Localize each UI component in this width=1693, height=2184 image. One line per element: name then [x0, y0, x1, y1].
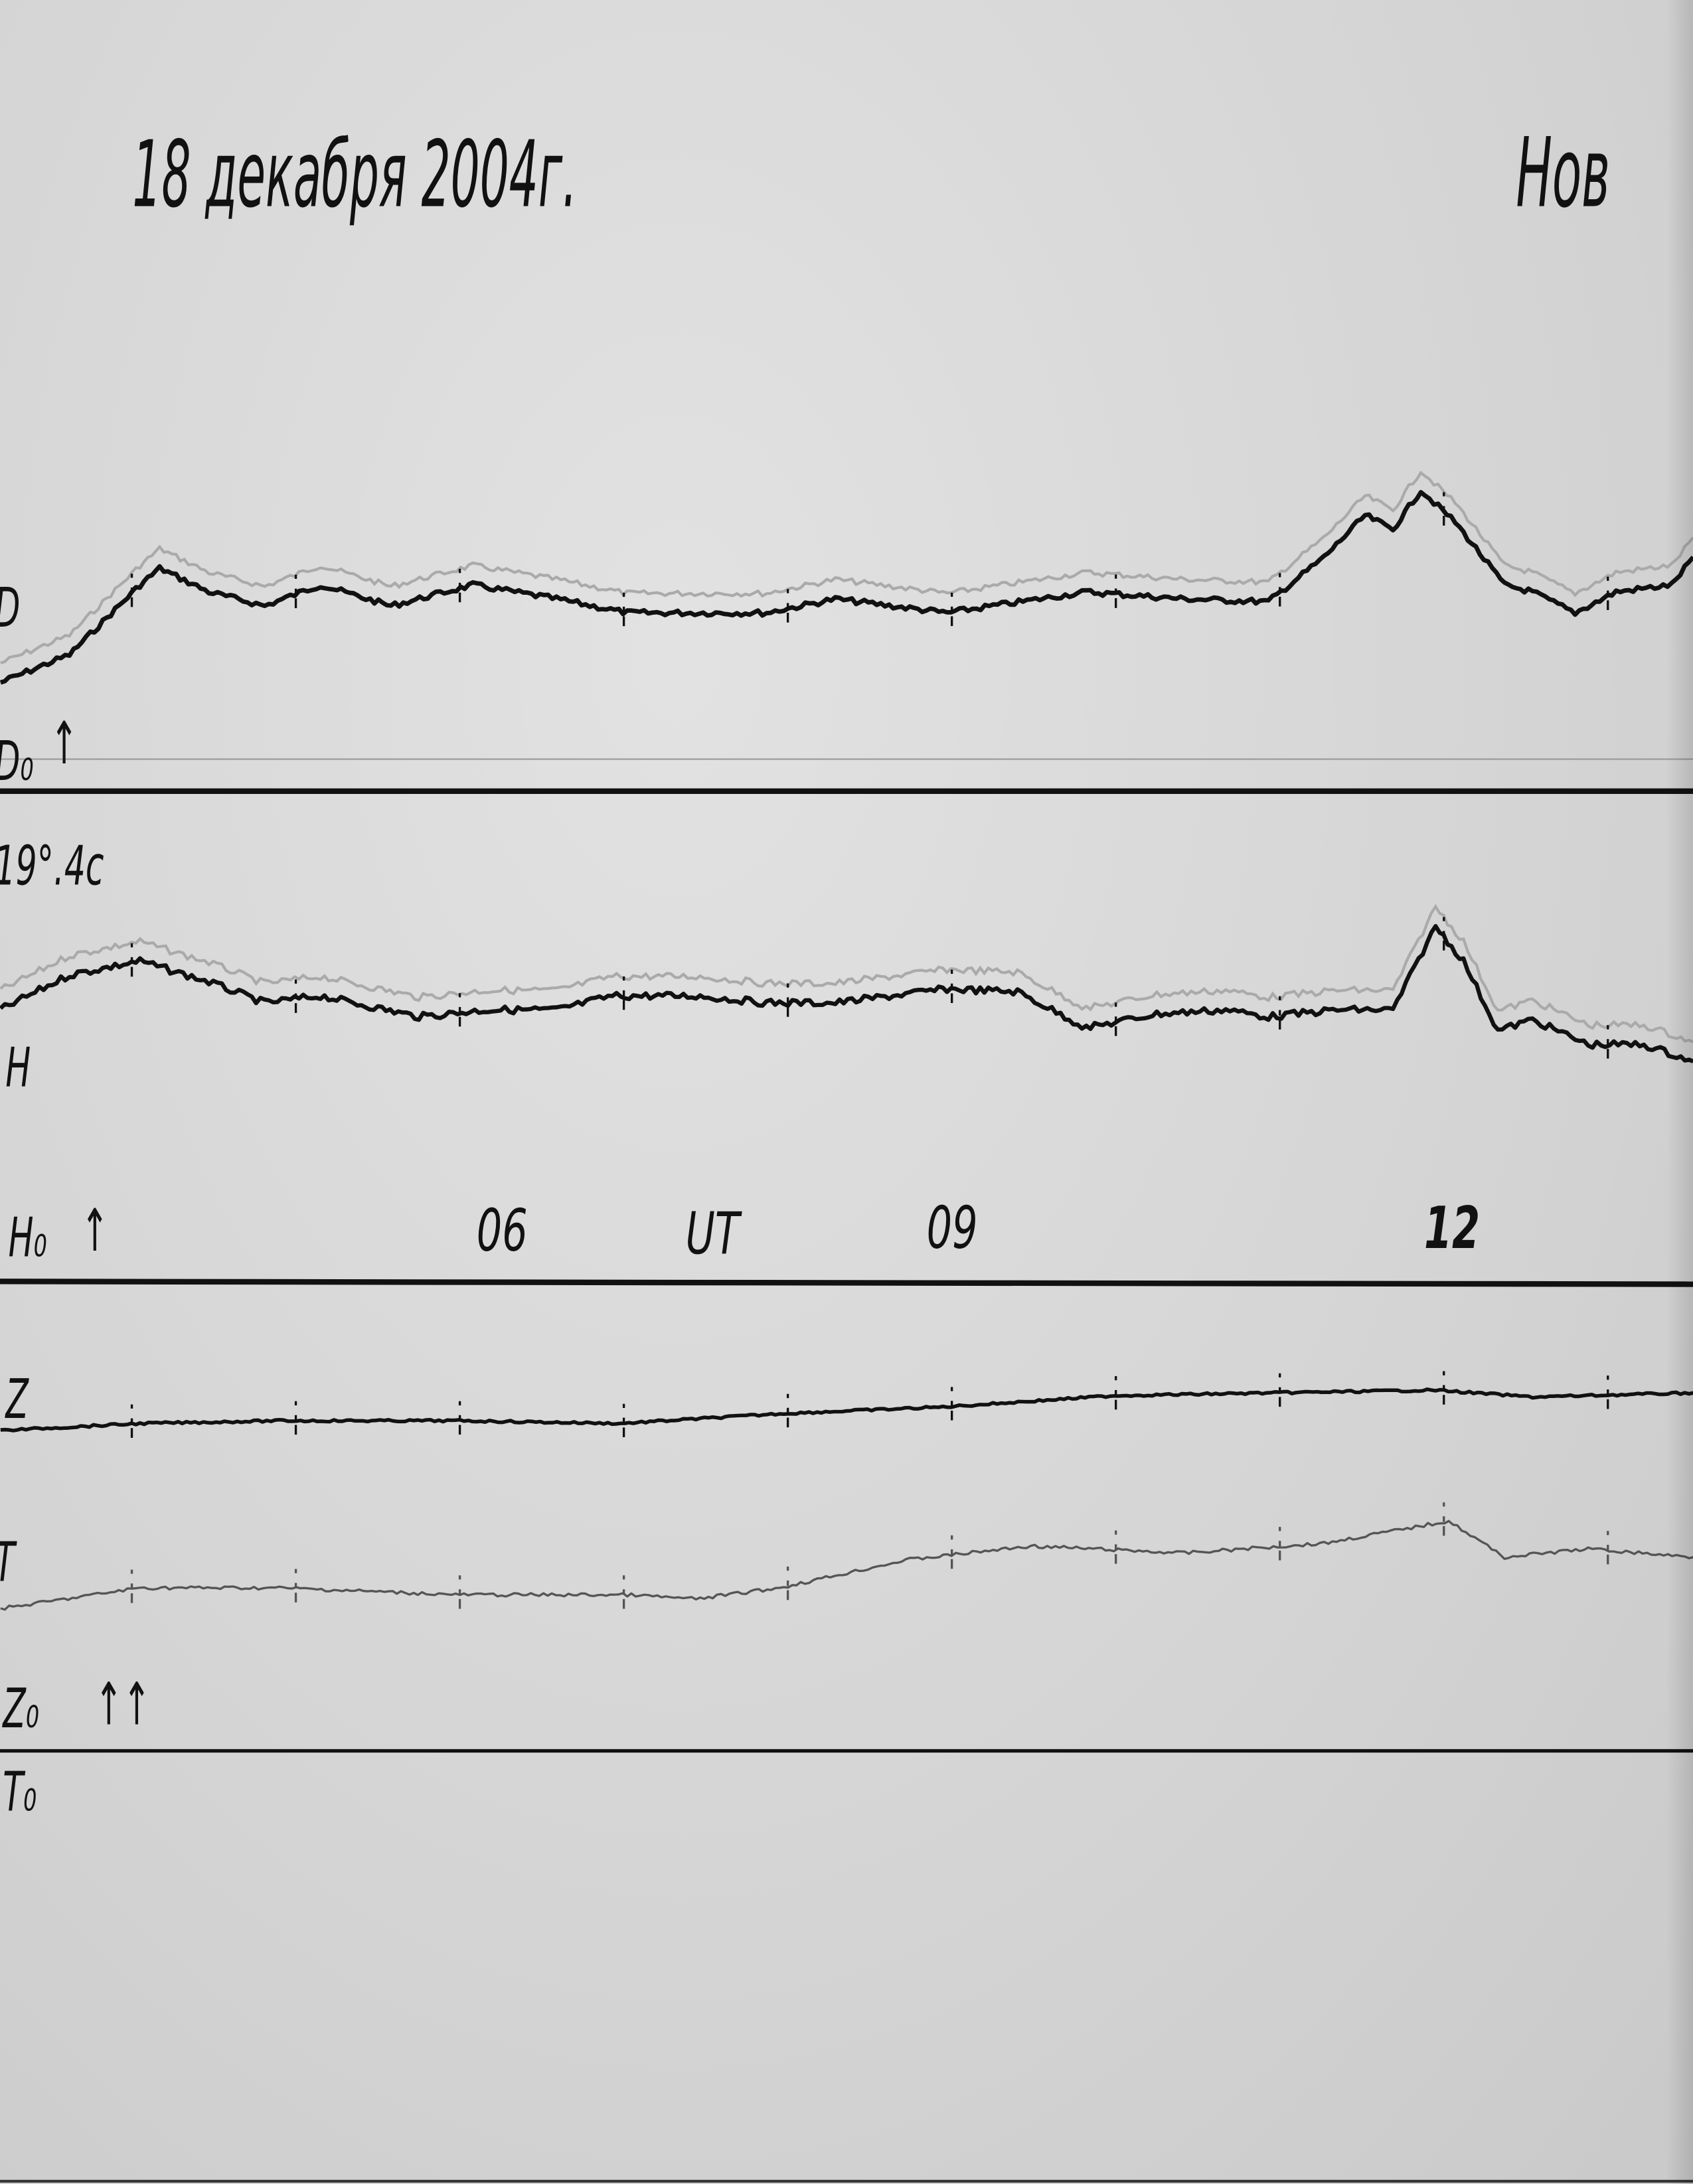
label-d: D — [0, 578, 20, 641]
header: 18 декабря 2004г. Нов — [132, 117, 1609, 228]
label-h: H — [5, 1037, 31, 1100]
h0-baseline — [0, 1279, 1693, 1287]
trace-z — [0, 1387, 1693, 1433]
tick-label-06: 06 — [477, 1197, 528, 1265]
label-t0: T₀ — [3, 1761, 37, 1824]
label-h0: H₀ — [9, 1207, 47, 1270]
label-t: T — [0, 1531, 17, 1595]
label-d0: D₀ — [0, 730, 34, 793]
paper-edge-shadow — [1666, 0, 1693, 2184]
trace-d-shadow — [0, 470, 1693, 664]
trace-h — [0, 923, 1693, 1063]
trace-t — [0, 1520, 1693, 1611]
tick-label-09: 09 — [927, 1194, 978, 1262]
label-z: Z — [5, 1368, 29, 1431]
arrow-d0: ↑ — [50, 709, 78, 777]
label-d-scale: 19°.4c — [0, 835, 104, 898]
tick-label-12: 12 — [1424, 1194, 1480, 1262]
station-label: Нов — [1516, 117, 1609, 228]
date-title: 18 декабря 2004г. — [132, 121, 577, 228]
trace-h-shadow — [0, 903, 1693, 1044]
axis-label-ut: UT — [686, 1200, 742, 1267]
arrow-z0: ↑↑ — [95, 1670, 151, 1738]
label-z0: Z₀ — [2, 1677, 39, 1741]
arrow-h0: ↑ — [81, 1196, 109, 1265]
trace-d — [0, 490, 1693, 685]
